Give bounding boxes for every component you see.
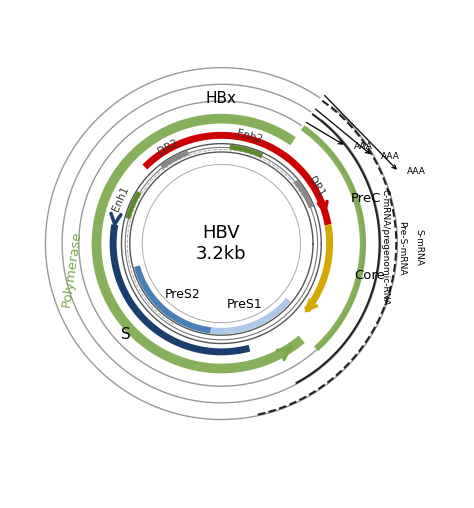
Text: AAA: AAA xyxy=(407,167,426,176)
Text: PreS2: PreS2 xyxy=(164,288,201,301)
Text: AAA: AAA xyxy=(381,152,400,161)
Text: Core: Core xyxy=(355,269,385,282)
Text: DR1: DR1 xyxy=(306,175,326,199)
Text: Enh1: Enh1 xyxy=(110,184,130,213)
Text: Enh2: Enh2 xyxy=(236,129,264,145)
Text: S: S xyxy=(121,327,130,342)
Text: DR2: DR2 xyxy=(156,138,180,157)
Text: Polymerase: Polymerase xyxy=(60,230,83,308)
Text: PreS1: PreS1 xyxy=(227,298,263,311)
Text: AAA: AAA xyxy=(355,142,374,151)
Text: PreC: PreC xyxy=(350,192,381,205)
Text: S-mRNA: S-mRNA xyxy=(414,229,423,266)
Text: C-mRNA/pregenomic-RNA: C-mRNA/pregenomic-RNA xyxy=(381,189,390,306)
Text: HBV
3.2kb: HBV 3.2kb xyxy=(196,224,246,263)
Text: Pre-S-mRNA: Pre-S-mRNA xyxy=(397,220,406,275)
Text: HBx: HBx xyxy=(206,91,237,106)
